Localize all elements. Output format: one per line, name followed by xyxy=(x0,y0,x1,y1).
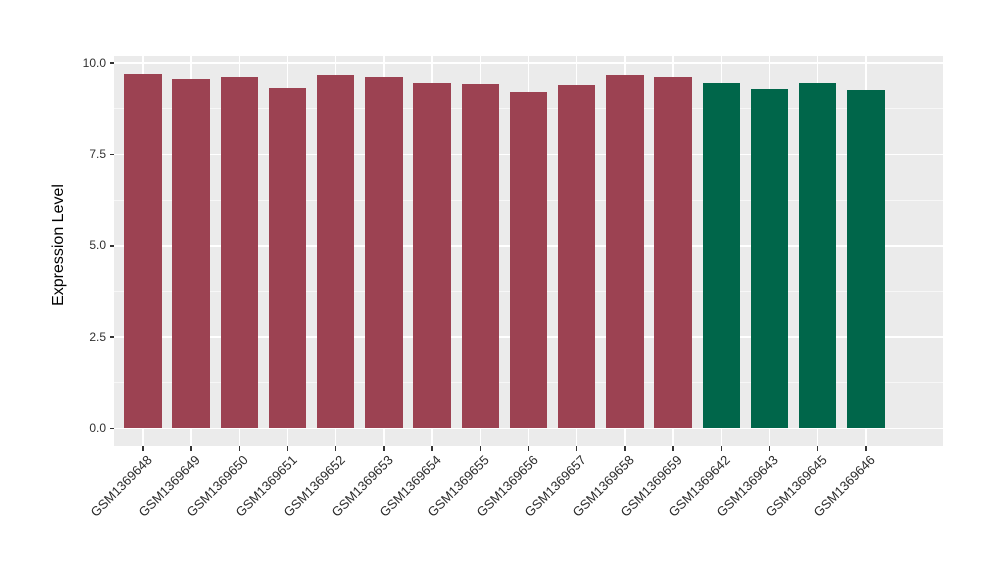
y-tick-mark xyxy=(109,427,114,430)
bar xyxy=(847,90,885,429)
bar xyxy=(798,83,837,429)
bar xyxy=(316,75,355,429)
bar xyxy=(702,83,741,429)
x-tick-mark xyxy=(672,446,674,451)
bar xyxy=(365,76,403,429)
bar xyxy=(606,75,644,429)
x-tick-mark xyxy=(190,446,192,451)
bar xyxy=(220,76,259,429)
x-tick-mark xyxy=(575,446,578,451)
bar xyxy=(268,87,307,429)
bar xyxy=(124,73,162,429)
x-tick-mark xyxy=(286,446,289,451)
plot-panel xyxy=(114,56,943,446)
bar xyxy=(461,84,500,429)
bar xyxy=(750,88,789,429)
x-tick-mark xyxy=(865,446,867,451)
y-tick-label: 0.0 xyxy=(89,421,106,435)
x-tick-mark xyxy=(720,446,723,451)
y-tick-mark xyxy=(109,62,114,64)
y-tick-mark xyxy=(109,153,114,156)
y-tick-mark xyxy=(109,245,114,247)
y-tick-label: 10.0 xyxy=(82,55,106,70)
x-tick-mark xyxy=(479,446,482,451)
x-tick-mark xyxy=(142,446,144,451)
x-tick-mark xyxy=(238,446,241,451)
x-tick-mark xyxy=(334,446,337,451)
bar xyxy=(413,82,451,429)
y-tick-mark xyxy=(109,336,114,338)
x-tick-mark xyxy=(768,446,771,451)
x-tick-mark xyxy=(431,446,433,451)
bar xyxy=(557,84,596,429)
x-tick-mark xyxy=(624,446,626,451)
y-tick-label: 5.0 xyxy=(89,238,106,253)
x-tick-mark xyxy=(816,446,819,451)
y-tick-label: 7.5 xyxy=(89,146,106,161)
bar xyxy=(654,76,692,429)
bar xyxy=(172,78,210,429)
y-tick-label: 2.5 xyxy=(89,329,106,344)
bar xyxy=(509,91,548,429)
x-tick-mark xyxy=(527,446,530,451)
x-tick-mark xyxy=(383,446,385,451)
